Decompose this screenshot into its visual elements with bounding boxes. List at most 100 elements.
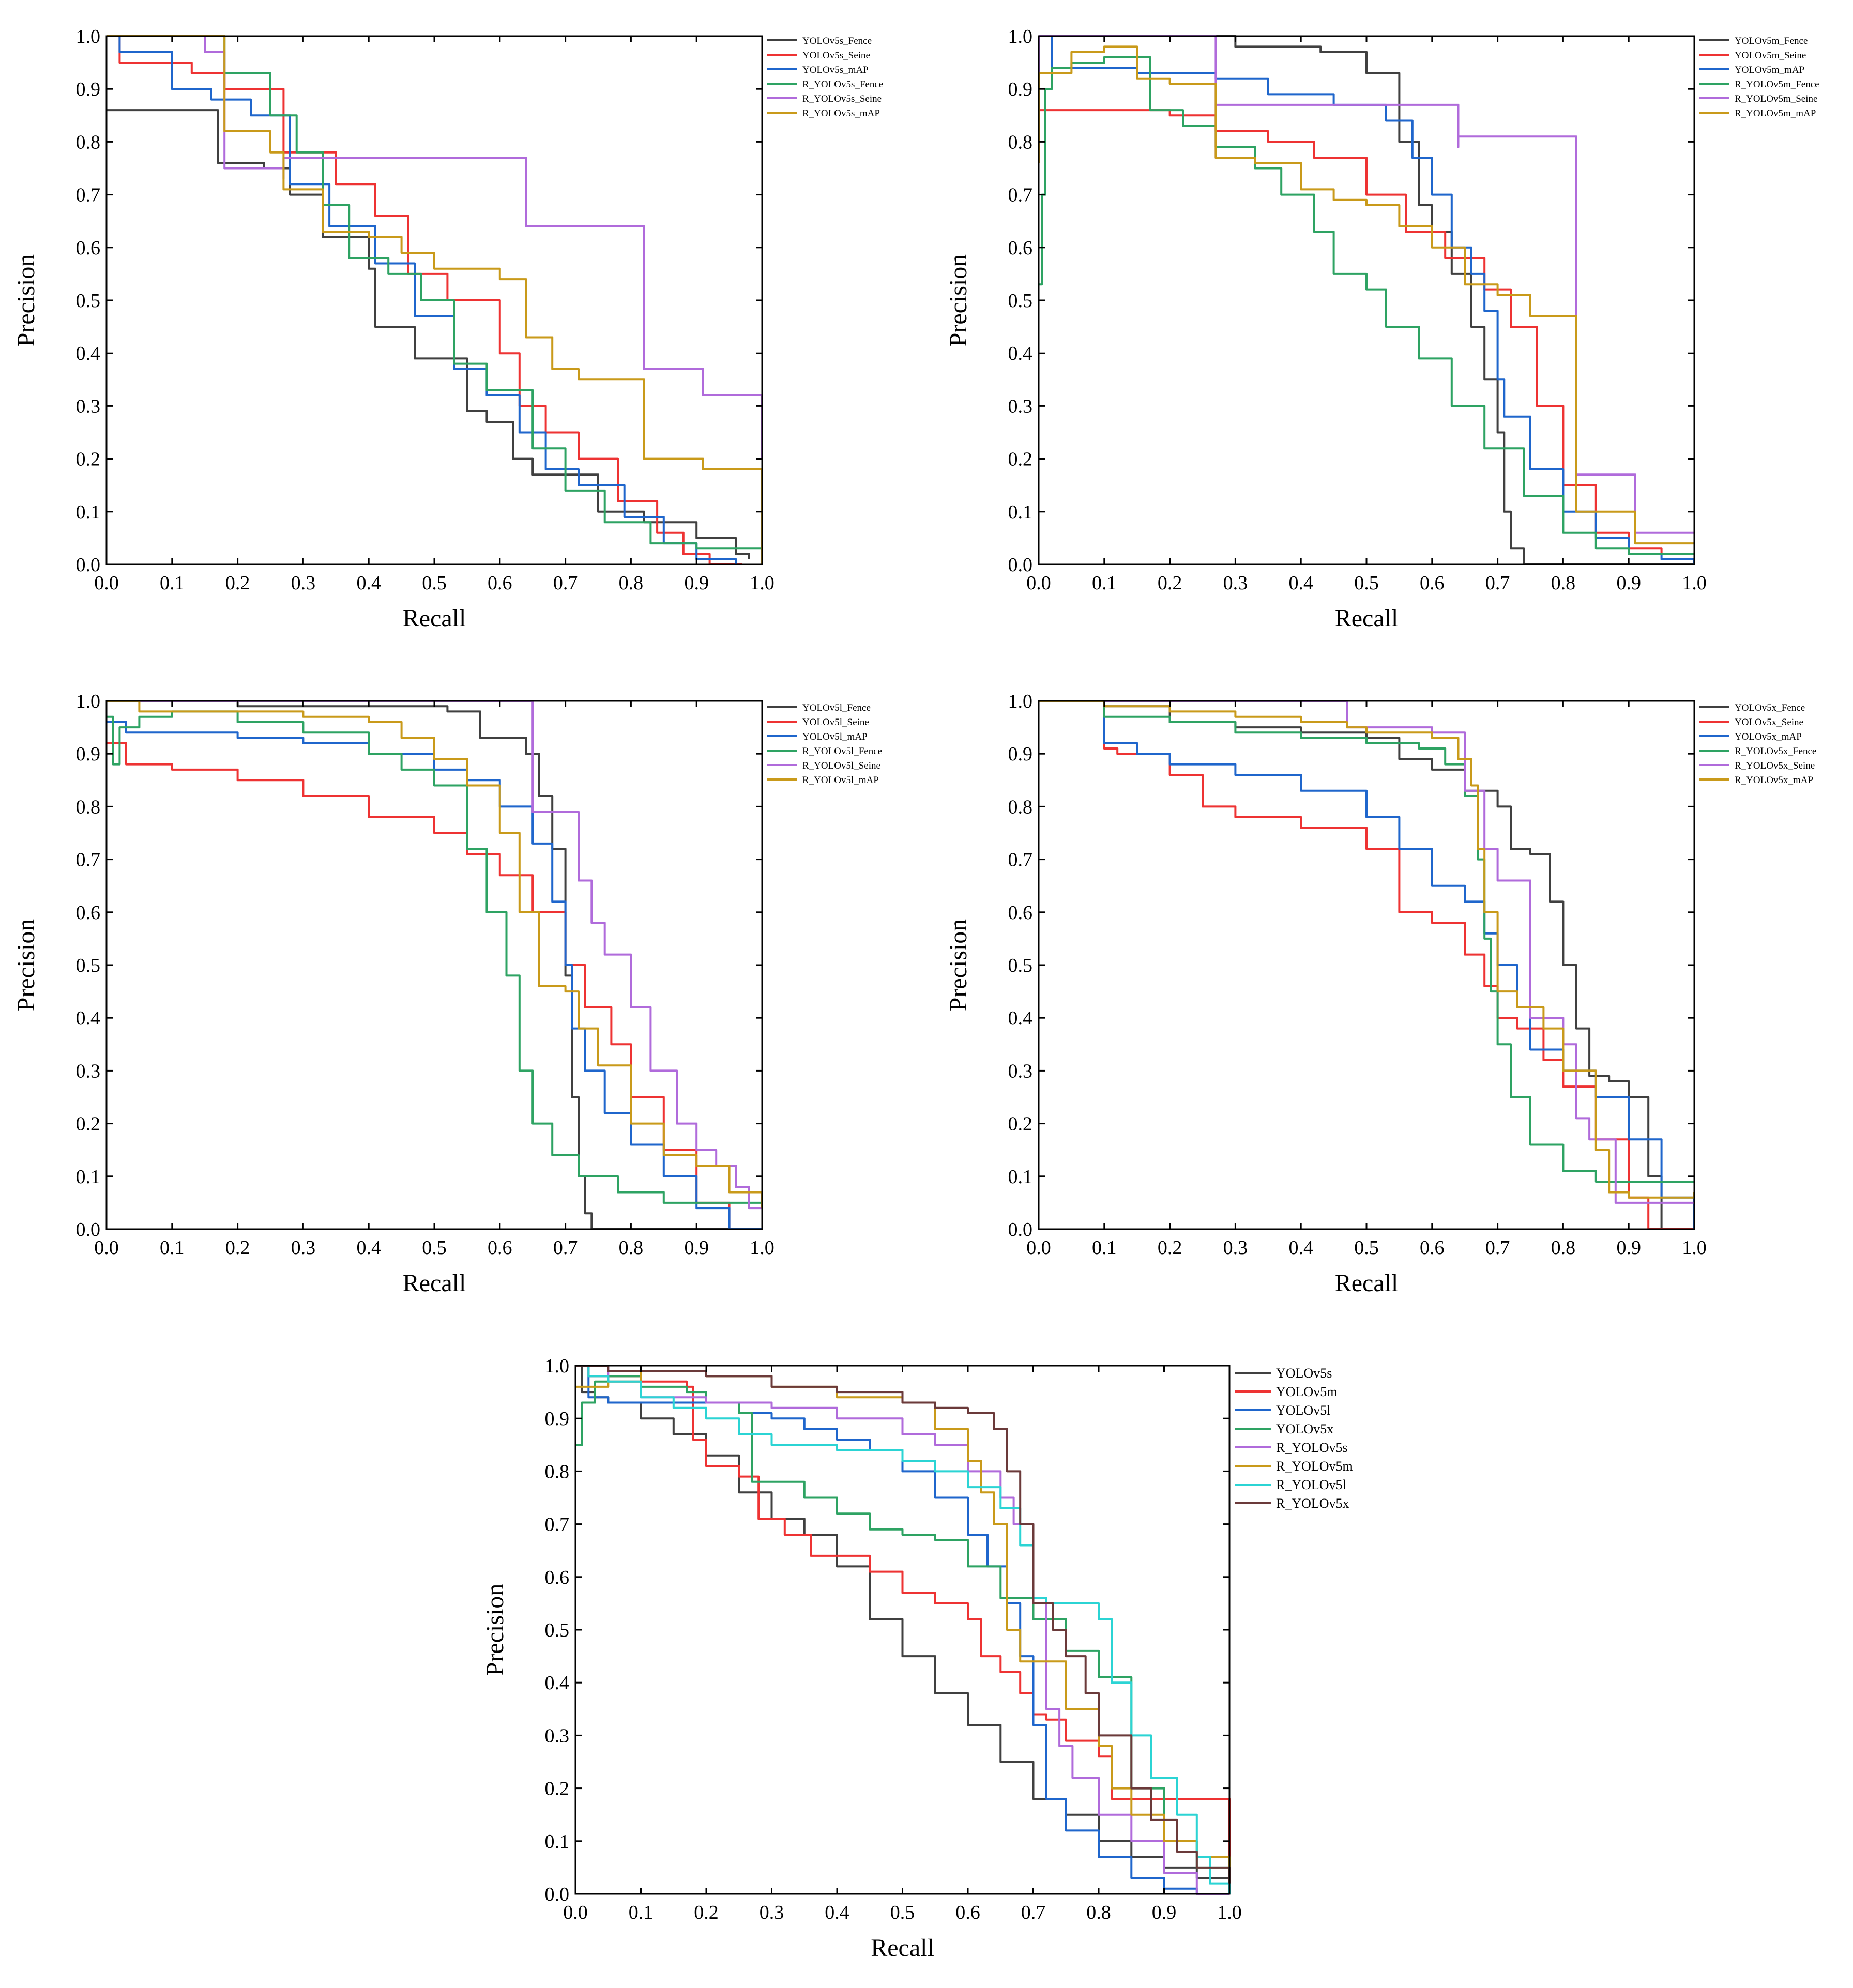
series-line-R_YOLOv5m_Fence [1039,56,1694,555]
y-tick-label: 0.2 [1008,449,1033,470]
y-axis-title: Precision [945,254,972,347]
y-axis-title: Precision [945,919,972,1012]
x-tick-label: 0.3 [291,572,316,594]
y-tick-label: 0.9 [545,1408,570,1430]
legend-label: R_YOLOv5m_mAP [1735,108,1816,119]
legend: YOLOv5l_Fence YOLOv5l_Seine YOLOv5l_mAP R_Y… [767,702,882,786]
y-tick-label: 1.0 [1008,691,1033,712]
x-tick-label: 1.0 [1217,1902,1242,1923]
y-tick-label: 0.6 [1008,902,1033,924]
x-tick-label: 0.6 [488,572,512,594]
y-tick-label: 0.2 [545,1778,570,1800]
y-tick-label: 0.9 [1008,743,1033,765]
legend-label: YOLOv5s [1276,1366,1332,1381]
y-tick-label: 0.7 [1008,185,1033,206]
x-tick-label: 0.8 [1086,1902,1111,1923]
chart-yolov5l: 0.0 0.1 0.2 0.3 0.4 0.5 0.6 0.7 0.8 0.9 1.0 0.0 0.1 0… [12,691,882,1297]
x-tick-label: 0.6 [955,1902,980,1923]
legend-label: YOLOv5x_mAP [1735,731,1802,742]
y-tick-label: 0.5 [545,1619,570,1641]
y-tick-label: 0.2 [76,1113,101,1135]
legend-label: YOLOv5x_Fence [1735,702,1805,713]
legend-label: YOLOv5l_mAP [802,731,868,742]
legend-label: R_YOLOv5m_Seine [1735,94,1817,104]
x-tick-label: 1.0 [1682,1237,1707,1259]
x-tick-label: 0.1 [1092,1237,1117,1259]
x-tick-label: 0.3 [1223,572,1248,594]
x-tick-label: 0.4 [356,1237,381,1259]
series-line-R_YOLOv5x_Seine [1039,700,1694,1204]
y-tick-label: 0.7 [76,185,101,206]
legend-label: YOLOv5s_Seine [802,50,870,61]
series-line-R_YOLOv5l [575,1365,1231,1894]
legend-label: R_YOLOv5l_Seine [802,760,880,771]
y-tick-label: 0.5 [76,290,101,312]
legend-label: YOLOv5x_Seine [1735,717,1803,728]
y-tick-label: 0.5 [1008,290,1033,312]
y-tick-label: 0.4 [545,1672,570,1694]
x-tick-label: 0.2 [1158,572,1182,594]
y-axis-title: Precision [12,254,40,347]
y-tick-label: 0.0 [1008,554,1033,576]
y-tick-label: 0.3 [1008,1060,1033,1082]
series-line-R_YOLOv5x_Fence [1039,700,1694,1183]
x-tick-label: 1.0 [750,1237,774,1259]
y-tick-label: 0.8 [1008,796,1033,818]
y-tick-label: 0.6 [545,1567,570,1588]
legend-label: R_YOLOv5x_Fence [1735,746,1816,757]
y-tick-label: 0.0 [76,1219,101,1241]
x-tick-label: 0.4 [1288,1237,1313,1259]
x-tick-label: 0.1 [1092,572,1117,594]
x-tick-label: 0.2 [1158,1237,1182,1259]
y-tick-label: 0.9 [76,743,101,765]
legend-label: R_YOLOv5x [1276,1496,1349,1511]
y-tick-label: 0.1 [1008,501,1033,523]
legend: YOLOv5x_Fence YOLOv5x_Seine YOLOv5x_mAP R_Y… [1699,702,1816,786]
y-tick-label: 0.3 [1008,395,1033,417]
chart-comparison: 0.0 0.1 0.2 0.3 0.4 0.5 0.6 0.7 0.8 0.9 1.0 0.0 0.1 0… [481,1355,1353,1962]
y-tick-label: 0.4 [1008,343,1033,364]
y-tick-label: 0.4 [76,1007,101,1029]
legend-label: R_YOLOv5l_mAP [802,775,879,786]
y-tick-label: 0.4 [1008,1007,1033,1029]
y-tick-label: 0.1 [545,1831,570,1853]
legend-label: R_YOLOv5m [1276,1459,1353,1474]
legend-label: R_YOLOv5x_Seine [1735,760,1815,771]
legend-label: YOLOv5l_Fence [802,702,871,713]
series-line-R_YOLOv5s_mAP [107,35,763,564]
series-line-YOLOv5x_Seine [1039,700,1694,1230]
x-tick-label: 0.2 [694,1902,719,1923]
x-tick-label: 0.7 [1485,572,1510,594]
x-tick-label: 0.5 [422,572,447,594]
y-tick-label: 0.0 [545,1884,570,1905]
series-line-R_YOLOv5m_mAP [1039,45,1694,545]
x-tick-label: 0.1 [160,1237,185,1259]
series-group [107,35,763,565]
series-line-R_YOLOv5s [575,1365,1229,1895]
y-tick-label: 0.1 [76,501,101,523]
y-tick-label: 0.0 [1008,1219,1033,1241]
x-tick-label: 0.8 [619,572,644,594]
y-tick-label: 0.6 [1008,237,1033,259]
y-tick-label: 0.4 [76,343,101,364]
y-axis-title: Precision [481,1584,509,1676]
series-line-R_YOLOv5s_Seine [107,35,763,459]
x-tick-label: 0.4 [825,1902,849,1923]
y-tick-label: 0.7 [545,1514,570,1536]
x-tick-label: 0.8 [1551,572,1576,594]
x-tick-label: 1.0 [750,572,774,594]
y-tick-label: 1.0 [76,26,101,48]
y-tick-label: 0.2 [1008,1113,1033,1135]
y-tick-label: 1.0 [545,1355,570,1377]
x-tick-label: 0.7 [1021,1902,1046,1923]
legend-label: R_YOLOv5s [1276,1440,1348,1455]
series-line-R_YOLOv5l_mAP [107,700,763,1209]
x-tick-label: 0.1 [629,1902,654,1923]
y-tick-label: 0.9 [76,79,101,100]
chart-yolov5s: 0.0 0.1 0.2 0.3 0.4 0.5 0.6 0.7 0.8 0.9 1.0 0.0 0.1 0… [12,26,883,632]
series-line-YOLOv5x [575,1375,1231,1873]
x-tick-label: 0.0 [1026,1237,1051,1259]
x-tick-label: 0.6 [488,1237,512,1259]
y-tick-label: 1.0 [1008,26,1033,48]
